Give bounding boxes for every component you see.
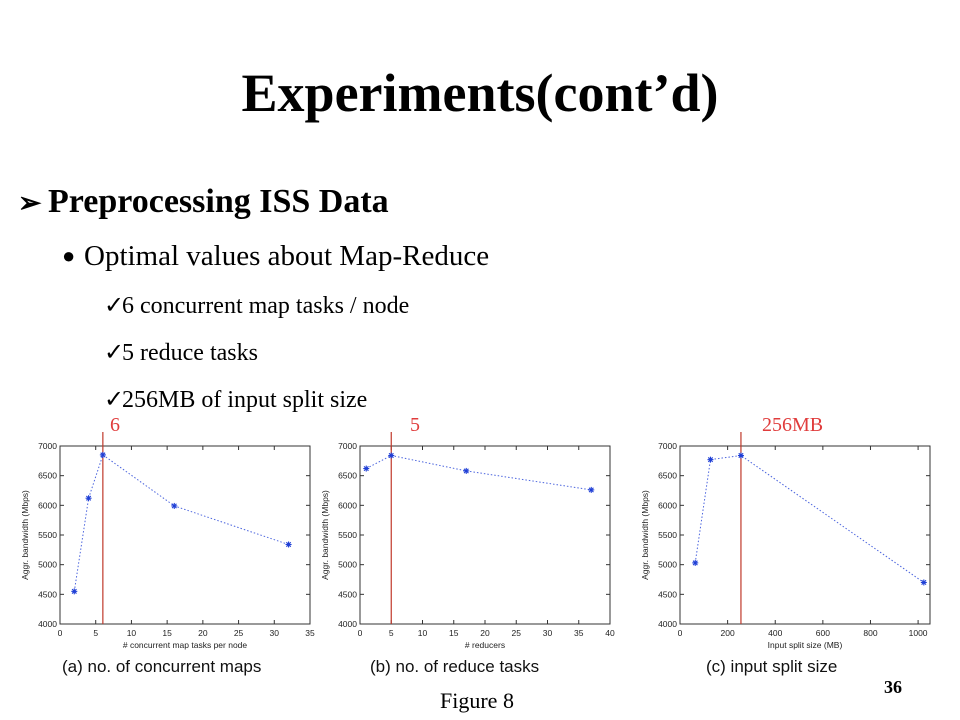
y-tick-label: 4000 [38, 619, 57, 629]
x-axis-label: # reducers [465, 640, 505, 650]
chart-reduce-tasks: 4000 4500 5000 5500 6000 6500 7000 0 5 10 15 20 25 30… [318, 432, 618, 656]
optimal-marker-label-a: 6 [110, 414, 120, 436]
y-tick-label: 6500 [338, 471, 357, 481]
data-point [588, 486, 595, 493]
y-tick-label: 5500 [338, 530, 357, 540]
chart-caption-a: (a) no. of concurrent maps [62, 657, 262, 676]
y-tick-label: 7000 [338, 441, 357, 451]
x-tick-label: 5 [93, 628, 98, 638]
y-tick-label: 4500 [658, 589, 677, 599]
chart-concurrent-maps: 4000 4500 5000 5500 6000 6500 7000 0 5 10 15 20 25 30… [18, 432, 318, 656]
data-point [692, 559, 699, 566]
chart-caption-b: (b) no. of reduce tasks [370, 657, 540, 676]
x-tick-label: 15 [162, 628, 172, 638]
y-tick-label: 4000 [658, 619, 677, 629]
x-tick-label: 30 [543, 628, 553, 638]
dot-bullet-icon: ● [62, 243, 76, 268]
x-tick-label: 200 [721, 628, 735, 638]
y-axis-label: Aggr. bandwidth (Mbps) [20, 490, 30, 580]
x-tick-label: 800 [863, 628, 877, 638]
x-tick-label: 0 [58, 628, 63, 638]
y-tick-label: 6000 [338, 500, 357, 510]
x-tick-label: 10 [127, 628, 137, 638]
chart-input-split-size: 4000 4500 5000 5500 6000 6500 7000 0 200 400 600 80… [638, 432, 938, 656]
y-tick-label: 5500 [38, 530, 57, 540]
x-tick-label: 5 [389, 628, 394, 638]
y-axis-label: Aggr. bandwidth (Mbps) [320, 490, 330, 580]
data-point [737, 452, 744, 459]
x-tick-label: 30 [270, 628, 280, 638]
y-axis-label: Aggr. bandwidth (Mbps) [640, 490, 650, 580]
x-tick-label: 0 [678, 628, 683, 638]
check-item: ✓6 concurrent map tasks / node [104, 291, 409, 321]
y-tick-label: 6500 [658, 471, 677, 481]
y-tick-label: 6000 [38, 500, 57, 510]
y-tick-label: 6500 [38, 471, 57, 481]
y-tick-label: 7000 [38, 441, 57, 451]
chart-svg: 4000 4500 5000 5500 6000 6500 7000 0 5 10 15 20 25 30… [320, 432, 615, 650]
check-item-text: 6 concurrent map tasks / node [122, 293, 410, 319]
data-point [99, 451, 106, 458]
bullet-level2: ● Optimal values about Map-Reduce [62, 238, 489, 274]
y-tick-label: 5000 [338, 560, 357, 570]
slide-title: Experiments(cont’d) [241, 63, 719, 123]
x-tick-label: 1000 [909, 628, 928, 638]
chart-caption-c: (c) input split size [706, 657, 838, 676]
data-point [171, 502, 178, 509]
y-tick-label: 6000 [658, 500, 677, 510]
x-tick-label: 0 [358, 628, 363, 638]
series-line [366, 454, 592, 491]
plot-frame [679, 445, 931, 625]
check-icon: ✓ [104, 293, 125, 319]
x-tick-label: 10 [418, 628, 428, 638]
x-tick-label: 20 [480, 628, 490, 638]
bullet-level1-text: Preprocessing ISS Data [48, 183, 389, 220]
y-tick-label: 5000 [658, 560, 677, 570]
y-tick-label: 7000 [658, 441, 677, 451]
plot-frame [359, 445, 611, 625]
figure-label: Figure 8 [440, 688, 514, 713]
check-item-text: 5 reduce tasks [122, 340, 258, 366]
x-tick-label: 25 [512, 628, 522, 638]
y-tick-label: 5000 [38, 560, 57, 570]
y-tick-label: 4500 [38, 589, 57, 599]
data-point [463, 467, 470, 474]
y-tick-label: 4000 [338, 619, 357, 629]
bullet-level1: ➢ Preprocessing ISS Data [18, 182, 389, 224]
check-item: ✓256MB of input split size [104, 385, 367, 415]
chart-svg: 4000 4500 5000 5500 6000 6500 7000 0 5 10 15 20 25 30… [20, 432, 315, 650]
x-tick-label: 35 [574, 628, 584, 638]
x-tick-label: 40 [605, 628, 615, 638]
series-line [694, 454, 925, 583]
y-tick-label: 5500 [658, 530, 677, 540]
data-point [920, 579, 927, 586]
check-item: ✓5 reduce tasks [104, 338, 258, 368]
x-axis-label: # concurrent map tasks per node [123, 640, 248, 650]
y-tick-label: 4500 [338, 589, 357, 599]
plot-frame [59, 445, 311, 625]
arrow-bullet-icon: ➢ [18, 188, 42, 219]
x-tick-label: 25 [234, 628, 244, 638]
page-number: 36 [884, 677, 902, 697]
data-point [285, 541, 292, 548]
x-axis-label: Input split size (MB) [768, 640, 843, 650]
x-tick-label: 15 [449, 628, 459, 638]
bullet-level2-text: Optimal values about Map-Reduce [84, 240, 490, 272]
x-tick-label: 35 [305, 628, 315, 638]
optimal-marker-label-b: 5 [410, 414, 420, 436]
data-point [71, 588, 78, 595]
data-point [363, 465, 370, 472]
data-point [85, 495, 92, 502]
x-tick-label: 400 [768, 628, 782, 638]
x-tick-label: 20 [198, 628, 208, 638]
check-icon: ✓ [104, 340, 125, 366]
check-item-text: 256MB of input split size [122, 387, 368, 413]
optimal-marker-label-c: 256MB [762, 414, 824, 436]
chart-svg: 4000 4500 5000 5500 6000 6500 7000 0 200 400 600 80… [640, 432, 931, 650]
check-icon: ✓ [104, 387, 125, 413]
data-point [388, 452, 395, 459]
data-point [707, 456, 714, 463]
x-tick-label: 600 [816, 628, 830, 638]
